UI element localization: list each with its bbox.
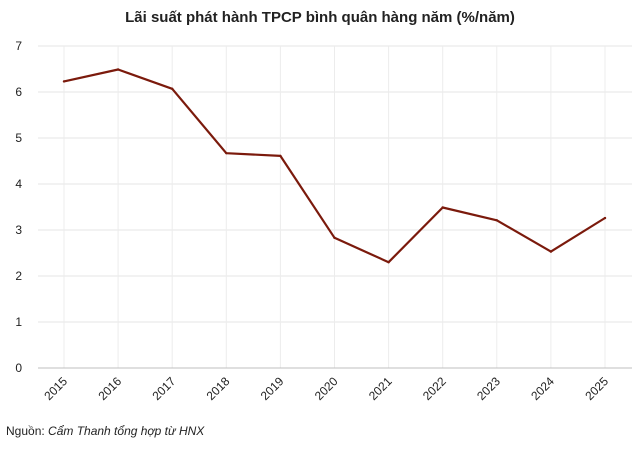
- y-axis: 0 1 2 3 4 5 6 7: [15, 39, 22, 375]
- data-point: [441, 206, 444, 209]
- y-tick-label: 3: [15, 223, 22, 237]
- data-point: [171, 87, 174, 90]
- x-tick-label: 2017: [150, 374, 179, 403]
- source-text: Cẩm Thanh tổng hợp từ HNX: [48, 424, 205, 438]
- data-point: [279, 154, 282, 158]
- data-point: [225, 151, 228, 155]
- data-point: [333, 236, 336, 240]
- x-tick-label: 2016: [95, 374, 124, 403]
- y-tick-label: 0: [15, 361, 22, 375]
- y-tick-label: 7: [15, 39, 22, 53]
- gridlines: [38, 45, 632, 369]
- series-group: [62, 68, 607, 264]
- y-tick-label: 5: [15, 131, 22, 145]
- y-tick-label: 6: [15, 85, 22, 99]
- x-tick-label: 2020: [312, 374, 341, 403]
- source-note: Nguồn: Cẩm Thanh tổng hợp từ HNX: [6, 424, 204, 438]
- y-tick-label: 2: [15, 269, 22, 283]
- x-axis: 2015 2016 2017 2018 2019 2020 2021 2022 2023 2024…: [41, 374, 611, 403]
- data-point: [549, 250, 553, 253]
- data-point: [62, 80, 66, 83]
- x-tick-label: 2022: [420, 374, 449, 403]
- y-tick-label: 1: [15, 315, 22, 329]
- source-prefix: Nguồn:: [6, 424, 49, 438]
- x-tick-label: 2019: [258, 374, 287, 403]
- y-tick-label: 4: [15, 177, 22, 191]
- x-tick-label: 2025: [582, 374, 611, 403]
- x-tick-label: 2018: [204, 374, 233, 403]
- x-tick-label: 2023: [474, 374, 503, 403]
- data-point: [495, 219, 498, 222]
- x-tick-label: 2021: [366, 374, 395, 403]
- x-tick-label: 2015: [41, 374, 70, 403]
- data-point: [116, 68, 120, 71]
- x-tick-label: 2024: [528, 374, 557, 403]
- data-point: [387, 261, 390, 264]
- data-point: [603, 216, 607, 220]
- chart-title: Lãi suất phát hành TPCP bình quân hàng n…: [125, 9, 515, 26]
